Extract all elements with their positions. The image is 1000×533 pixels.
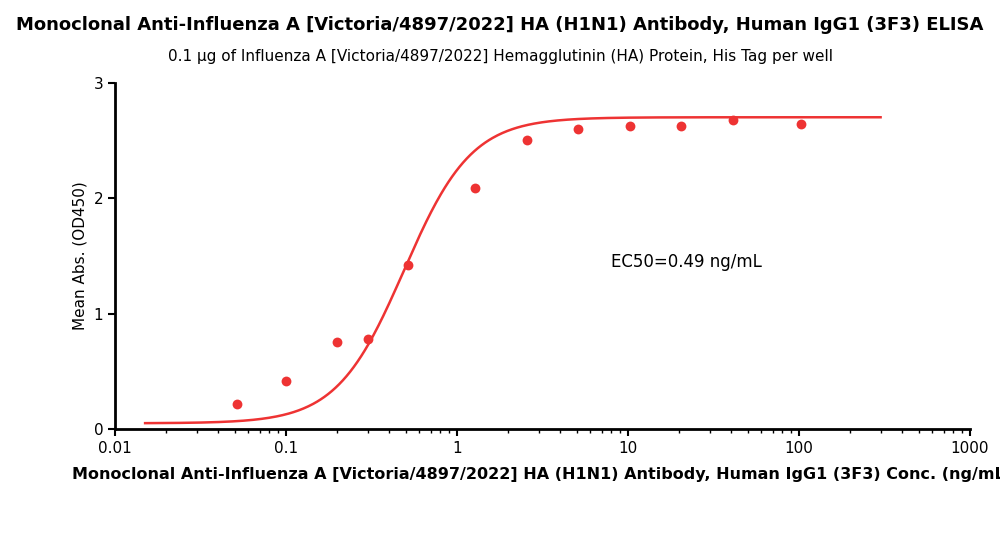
Point bbox=[622, 122, 638, 131]
Point bbox=[229, 399, 245, 408]
Text: EC50=0.49 ng/mL: EC50=0.49 ng/mL bbox=[611, 253, 762, 271]
Point bbox=[519, 136, 535, 144]
Point bbox=[673, 122, 689, 131]
Point bbox=[793, 120, 809, 128]
Point bbox=[400, 261, 416, 269]
Point bbox=[329, 338, 345, 346]
Point bbox=[570, 125, 586, 133]
Point bbox=[467, 183, 483, 192]
Text: 0.1 μg of Influenza A [Victoria/4897/2022] Hemagglutinin (HA) Protein, His Tag p: 0.1 μg of Influenza A [Victoria/4897/202… bbox=[168, 49, 832, 64]
Point bbox=[278, 376, 294, 385]
Point bbox=[725, 115, 741, 124]
X-axis label: Monoclonal Anti-Influenza A [Victoria/4897/2022] HA (H1N1) Antibody, Human IgG1 : Monoclonal Anti-Influenza A [Victoria/48… bbox=[72, 467, 1000, 482]
Y-axis label: Mean Abs. (OD450): Mean Abs. (OD450) bbox=[73, 181, 88, 330]
Point bbox=[360, 335, 376, 343]
Text: Monoclonal Anti-Influenza A [Victoria/4897/2022] HA (H1N1) Antibody, Human IgG1 : Monoclonal Anti-Influenza A [Victoria/48… bbox=[16, 16, 984, 34]
